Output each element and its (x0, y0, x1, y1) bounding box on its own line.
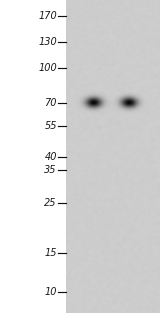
Bar (66, 0, 160, 313)
Text: 10: 10 (44, 287, 57, 297)
Text: 35: 35 (44, 165, 57, 175)
Text: 40: 40 (44, 152, 57, 162)
Text: 100: 100 (38, 63, 57, 73)
Text: 25: 25 (44, 198, 57, 208)
Text: 15: 15 (44, 248, 57, 258)
Text: 55: 55 (44, 121, 57, 131)
Text: 170: 170 (38, 11, 57, 21)
Text: 70: 70 (44, 98, 57, 108)
Text: 130: 130 (38, 37, 57, 47)
